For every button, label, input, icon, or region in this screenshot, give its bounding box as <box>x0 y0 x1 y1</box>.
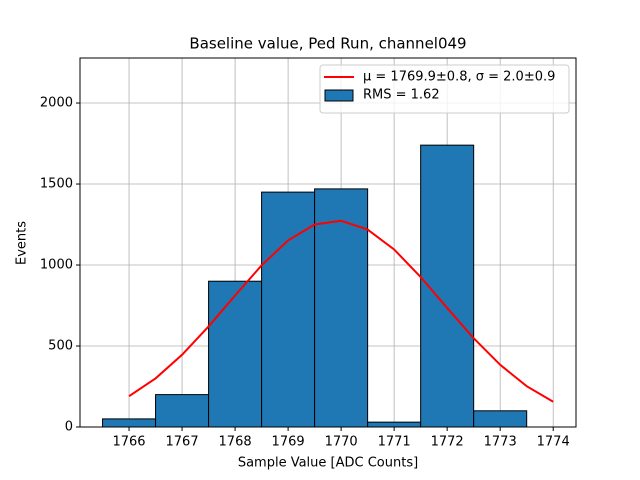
axes-frame <box>79 57 577 428</box>
plot-area <box>102 144 554 428</box>
x-tick-label: 1768 <box>219 435 252 450</box>
chart-title: Baseline value, Ped Run, channel049 <box>189 35 466 53</box>
fit-line <box>128 219 554 403</box>
legend-label: μ = 1769.9±0.8, σ = 2.0±0.9 <box>363 70 555 85</box>
x-tick-label: 1772 <box>431 435 464 450</box>
legend-label: RMS = 1.62 <box>363 88 440 103</box>
histogram-bar <box>314 188 369 428</box>
x-tick-label: 1769 <box>272 435 305 450</box>
x-tick-label: 1767 <box>166 435 199 450</box>
legend-box <box>319 64 570 114</box>
y-axis-label: Events <box>15 221 30 265</box>
x-tick-label: 1773 <box>484 435 517 450</box>
histogram-bar <box>102 418 157 428</box>
legend-patch <box>324 89 354 102</box>
x-axis-label: Sample Value [ADC Counts] <box>238 456 418 471</box>
y-tick-label: 0 <box>65 420 73 435</box>
histogram-bar <box>155 394 210 428</box>
histogram-bar <box>208 280 263 428</box>
y-tick-label: 1500 <box>40 177 73 192</box>
y-tick-label: 1000 <box>40 258 73 273</box>
x-tick-label: 1766 <box>112 435 145 450</box>
y-tick-label: 500 <box>48 339 73 354</box>
ticks: 1766 1767 1768 1769 1770 1771 1772 1773 1774 0 500… <box>40 96 570 450</box>
x-tick-label: 1771 <box>378 435 411 450</box>
x-tick-label: 1770 <box>325 435 358 450</box>
x-tick-label: 1774 <box>537 435 570 450</box>
histogram-bar <box>261 191 316 428</box>
legend: μ = 1769.9±0.8, σ = 2.0±0.9 RMS = 1.62 <box>319 64 570 114</box>
y-tick-label: 2000 <box>40 96 73 111</box>
histogram-bar <box>473 410 528 428</box>
histogram-bar <box>367 421 422 428</box>
